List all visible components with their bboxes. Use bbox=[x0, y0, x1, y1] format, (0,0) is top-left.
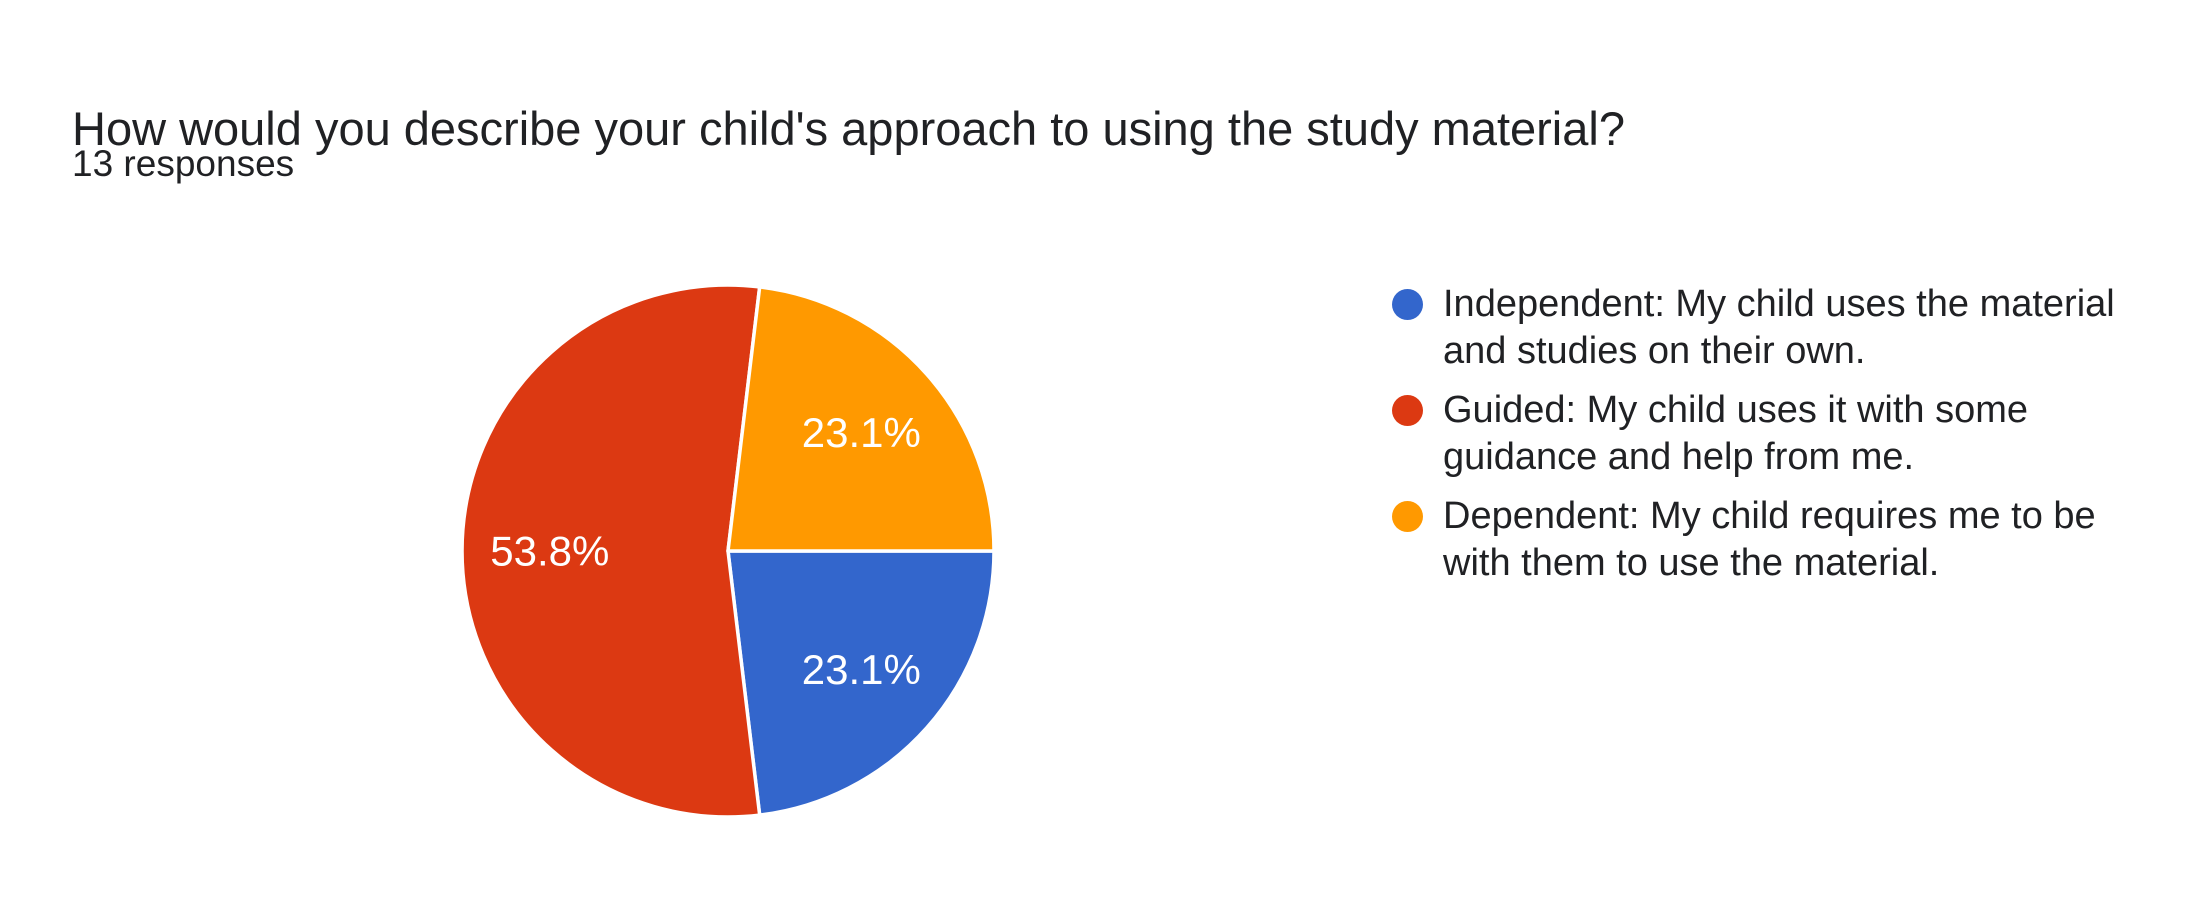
pie-chart: 23.1% 53.8% 23.1% bbox=[460, 283, 996, 819]
pie-slice-dependent[interactable] bbox=[726, 285, 996, 553]
legend: Independent: My child uses the material … bbox=[1392, 281, 2152, 599]
legend-swatch-independent-icon bbox=[1392, 289, 1423, 320]
response-count: 13 responses bbox=[72, 143, 295, 184]
pie-slices-group bbox=[460, 283, 996, 819]
pie-slice-label-independent: 23.1% bbox=[802, 646, 921, 693]
pie-slice-independent[interactable] bbox=[726, 549, 996, 817]
question-title: How would you describe your child's appr… bbox=[72, 102, 1625, 156]
pie-slice-label-guided: 53.8% bbox=[490, 528, 609, 575]
legend-swatch-dependent-icon bbox=[1392, 501, 1423, 532]
legend-item-dependent: Dependent: My child requires me to be wi… bbox=[1392, 493, 2152, 587]
legend-label-independent: Independent: My child uses the material … bbox=[1443, 283, 2115, 372]
pie-slice-label-dependent: 23.1% bbox=[802, 409, 921, 456]
pie-slice-guided[interactable] bbox=[460, 283, 762, 819]
legend-swatch-guided-icon bbox=[1392, 395, 1423, 426]
legend-item-independent: Independent: My child uses the material … bbox=[1392, 281, 2152, 375]
legend-label-dependent: Dependent: My child requires me to be wi… bbox=[1443, 495, 2096, 584]
legend-item-guided: Guided: My child uses it with some guida… bbox=[1392, 387, 2152, 481]
legend-label-guided: Guided: My child uses it with some guida… bbox=[1443, 389, 2029, 478]
